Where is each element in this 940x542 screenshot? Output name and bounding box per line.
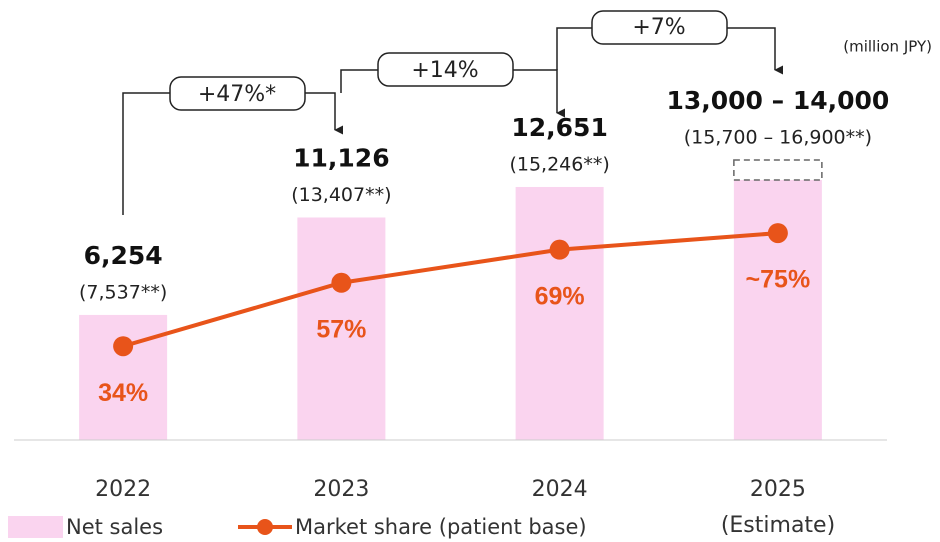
estimate-range: [733, 159, 823, 181]
growth-label: +14%: [411, 58, 478, 83]
line: [122, 231, 779, 349]
value-label: 6,254: [84, 241, 163, 270]
line-point: [767, 223, 788, 244]
legend-label: Net sales: [66, 515, 163, 539]
value-label: 11,126: [293, 143, 389, 172]
growth-label: +7%: [632, 15, 685, 40]
category-label: 2024: [532, 477, 588, 502]
bar: [733, 180, 822, 440]
legend-dot: [257, 519, 273, 535]
growth-brackets: [122, 10, 775, 215]
line-point: [331, 272, 352, 293]
sub-label: (7,537**): [79, 281, 167, 303]
line-point: [549, 239, 570, 260]
line-point: [113, 336, 134, 357]
category-label: 2022: [95, 477, 151, 502]
bar: [297, 217, 386, 440]
unit-label: (million JPY): [843, 38, 932, 56]
bracket: [122, 92, 335, 215]
category-label: 2025: [750, 477, 806, 502]
bar: [515, 186, 604, 440]
bars: [79, 159, 823, 440]
percent-label: 57%: [316, 315, 366, 343]
category-note: (Estimate): [721, 513, 835, 538]
legend-label: Market share (patient base): [295, 515, 587, 539]
percent-label: ~75%: [746, 266, 811, 294]
percent-label: 69%: [535, 282, 585, 310]
value-label: 13,000 – 14,000: [666, 86, 889, 115]
sub-label: (13,407**): [291, 184, 391, 206]
percent-label: 34%: [98, 379, 148, 407]
growth-box: [169, 76, 306, 111]
sub-label: (15,700 – 16,900**): [684, 127, 872, 149]
growth-box: [377, 52, 514, 87]
value-label: 12,651: [511, 113, 607, 142]
sub-label: (15,246**): [509, 153, 609, 175]
growth-box: [591, 10, 728, 45]
category-label: 2023: [313, 477, 369, 502]
bar: [79, 314, 168, 440]
legend-swatch: [8, 516, 63, 538]
bracket: [556, 27, 775, 70]
growth-label: +47%*: [198, 82, 276, 107]
